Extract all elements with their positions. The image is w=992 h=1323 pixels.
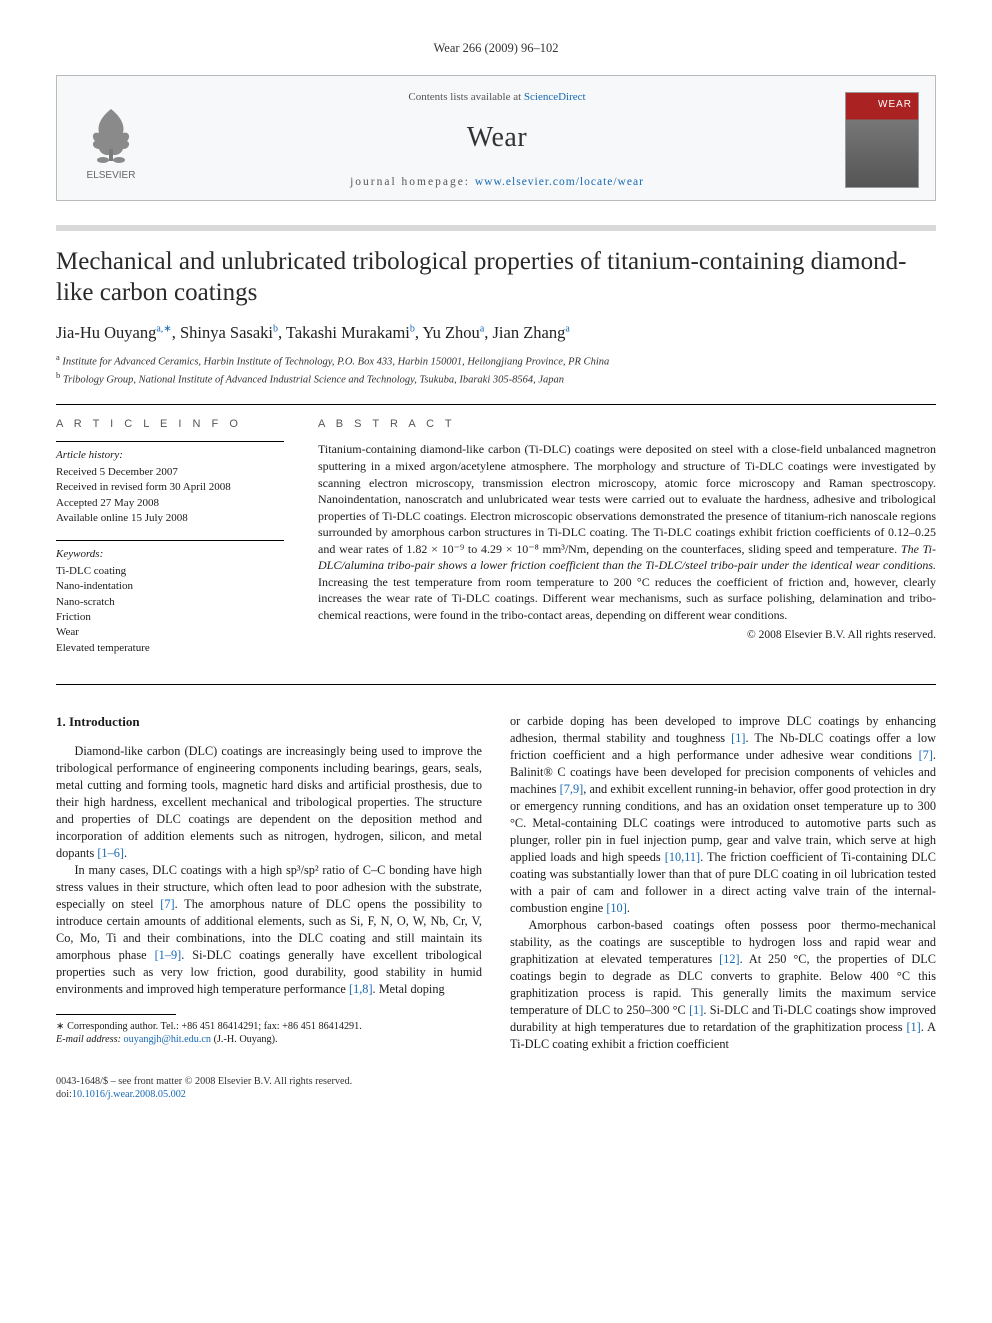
info-abstract-row: A R T I C L E I N F O Article history: R… [56, 417, 936, 671]
article-history-block: Article history: Received 5 December 200… [56, 441, 284, 526]
sciencedirect-link[interactable]: ScienceDirect [524, 91, 586, 103]
keyword: Ti-DLC coating [56, 564, 284, 579]
abstract-heading: A B S T R A C T [318, 417, 936, 432]
paragraph-text: . Metal doping [373, 982, 445, 996]
keyword: Elevated temperature [56, 641, 284, 656]
doi-line: doi:10.1016/j.wear.2008.05.002 [56, 1088, 352, 1102]
journal-name: Wear [167, 119, 827, 157]
abstract-column: A B S T R A C T Titanium-containing diam… [318, 417, 936, 671]
journal-homepage-line: journal homepage: www.elsevier.com/locat… [167, 175, 827, 191]
email-label: E-mail address: [56, 1034, 124, 1045]
abstract-text: Titanium-containing diamond-like carbon … [318, 441, 936, 623]
doi-link[interactable]: 10.1016/j.wear.2008.05.002 [72, 1089, 186, 1100]
section-heading-introduction: 1. Introduction [56, 713, 482, 731]
cover-label: WEAR [878, 98, 912, 112]
paragraph-text: Diamond-like carbon (DLC) coatings are i… [56, 744, 482, 860]
affiliation-b-text: Tribology Group, National Institute of A… [63, 374, 564, 385]
article-info-column: A R T I C L E I N F O Article history: R… [56, 417, 284, 671]
front-matter-line: 0043-1648/$ – see front matter © 2008 El… [56, 1075, 352, 1089]
paragraph-text: . [124, 846, 127, 860]
footer-left: 0043-1648/$ – see front matter © 2008 El… [56, 1075, 352, 1103]
history-line: Received in revised form 30 April 2008 [56, 480, 284, 495]
keyword: Wear [56, 625, 284, 640]
header-center: Contents lists available at ScienceDirec… [167, 90, 827, 190]
email-tail: (J.-H. Ouyang). [211, 1034, 278, 1045]
body-paragraph: or carbide doping has been developed to … [510, 713, 936, 917]
affiliation-a-text: Institute for Advanced Ceramics, Harbin … [62, 357, 609, 368]
affiliations: a Institute for Advanced Ceramics, Harbi… [56, 352, 936, 387]
keywords-block: Keywords: Ti-DLC coating Nano-indentatio… [56, 540, 284, 656]
body-paragraph: Diamond-like carbon (DLC) coatings are i… [56, 743, 482, 862]
citation-link[interactable]: [1] [689, 1003, 703, 1017]
paragraph-text: . [627, 901, 630, 915]
publisher-name: ELSEVIER [87, 169, 136, 183]
doi-prefix: doi: [56, 1089, 72, 1100]
corresponding-author-footnote: ∗ Corresponding author. Tel.: +86 451 86… [56, 1020, 482, 1048]
keyword: Friction [56, 610, 284, 625]
citation-link[interactable]: [1] [731, 731, 745, 745]
citation-link[interactable]: [7] [919, 748, 933, 762]
journal-homepage-link[interactable]: www.elsevier.com/locate/wear [475, 176, 644, 188]
abstract-copyright: © 2008 Elsevier B.V. All rights reserved… [318, 628, 936, 644]
divider [56, 404, 936, 405]
citation-link[interactable]: [7] [160, 897, 174, 911]
affiliation-a: a Institute for Advanced Ceramics, Harbi… [56, 352, 936, 370]
elsevier-tree-icon [81, 103, 141, 165]
homepage-prefix: journal homepage: [350, 176, 475, 188]
footnote-rule [56, 1014, 176, 1015]
affiliation-b: b Tribology Group, National Institute of… [56, 370, 936, 388]
keyword: Nano-indentation [56, 579, 284, 594]
citation-link[interactable]: [12] [719, 952, 740, 966]
author-list: Jia-Hu Ouyanga,∗, Shinya Sasakib, Takash… [56, 322, 936, 344]
citation-link[interactable]: [1,8] [349, 982, 373, 996]
footnote-corr: ∗ Corresponding author. Tel.: +86 451 86… [56, 1020, 482, 1034]
body-paragraph: In many cases, DLC coatings with a high … [56, 862, 482, 998]
citation-link[interactable]: [1–9] [155, 948, 182, 962]
running-citation: Wear 266 (2009) 96–102 [56, 40, 936, 57]
citation-link[interactable]: [1–6] [97, 846, 124, 860]
page: Wear 266 (2009) 96–102 ELSEVIER Contents… [0, 0, 992, 1132]
history-line: Available online 15 July 2008 [56, 511, 284, 526]
divider [56, 684, 936, 685]
journal-header: ELSEVIER Contents lists available at Sci… [56, 75, 936, 201]
elsevier-logo: ELSEVIER [73, 97, 149, 183]
contents-available-line: Contents lists available at ScienceDirec… [167, 90, 827, 105]
article-title: Mechanical and unlubricated tribological… [56, 247, 936, 308]
journal-cover-thumbnail: WEAR [845, 92, 919, 188]
citation-link[interactable]: [1] [906, 1020, 920, 1034]
article-info-heading: A R T I C L E I N F O [56, 417, 284, 432]
footnote-email-line: E-mail address: ouyangjh@hit.edu.cn (J.-… [56, 1033, 482, 1047]
keyword: Nano-scratch [56, 595, 284, 610]
citation-link[interactable]: [10] [606, 901, 627, 915]
title-gray-band [56, 225, 936, 231]
contents-prefix: Contents lists available at [408, 91, 523, 103]
article-history-label: Article history: [56, 448, 284, 463]
history-line: Accepted 27 May 2008 [56, 496, 284, 511]
body-two-columns: 1. Introduction Diamond-like carbon (DLC… [56, 713, 936, 1052]
email-link[interactable]: ouyangjh@hit.edu.cn [124, 1034, 211, 1045]
body-paragraph: Amorphous carbon-based coatings often po… [510, 917, 936, 1053]
citation-link[interactable]: [10,11] [665, 850, 700, 864]
history-line: Received 5 December 2007 [56, 465, 284, 480]
citation-link[interactable]: [7,9] [560, 782, 584, 796]
keywords-label: Keywords: [56, 547, 284, 562]
page-footer-bar: 0043-1648/$ – see front matter © 2008 El… [56, 1075, 936, 1103]
